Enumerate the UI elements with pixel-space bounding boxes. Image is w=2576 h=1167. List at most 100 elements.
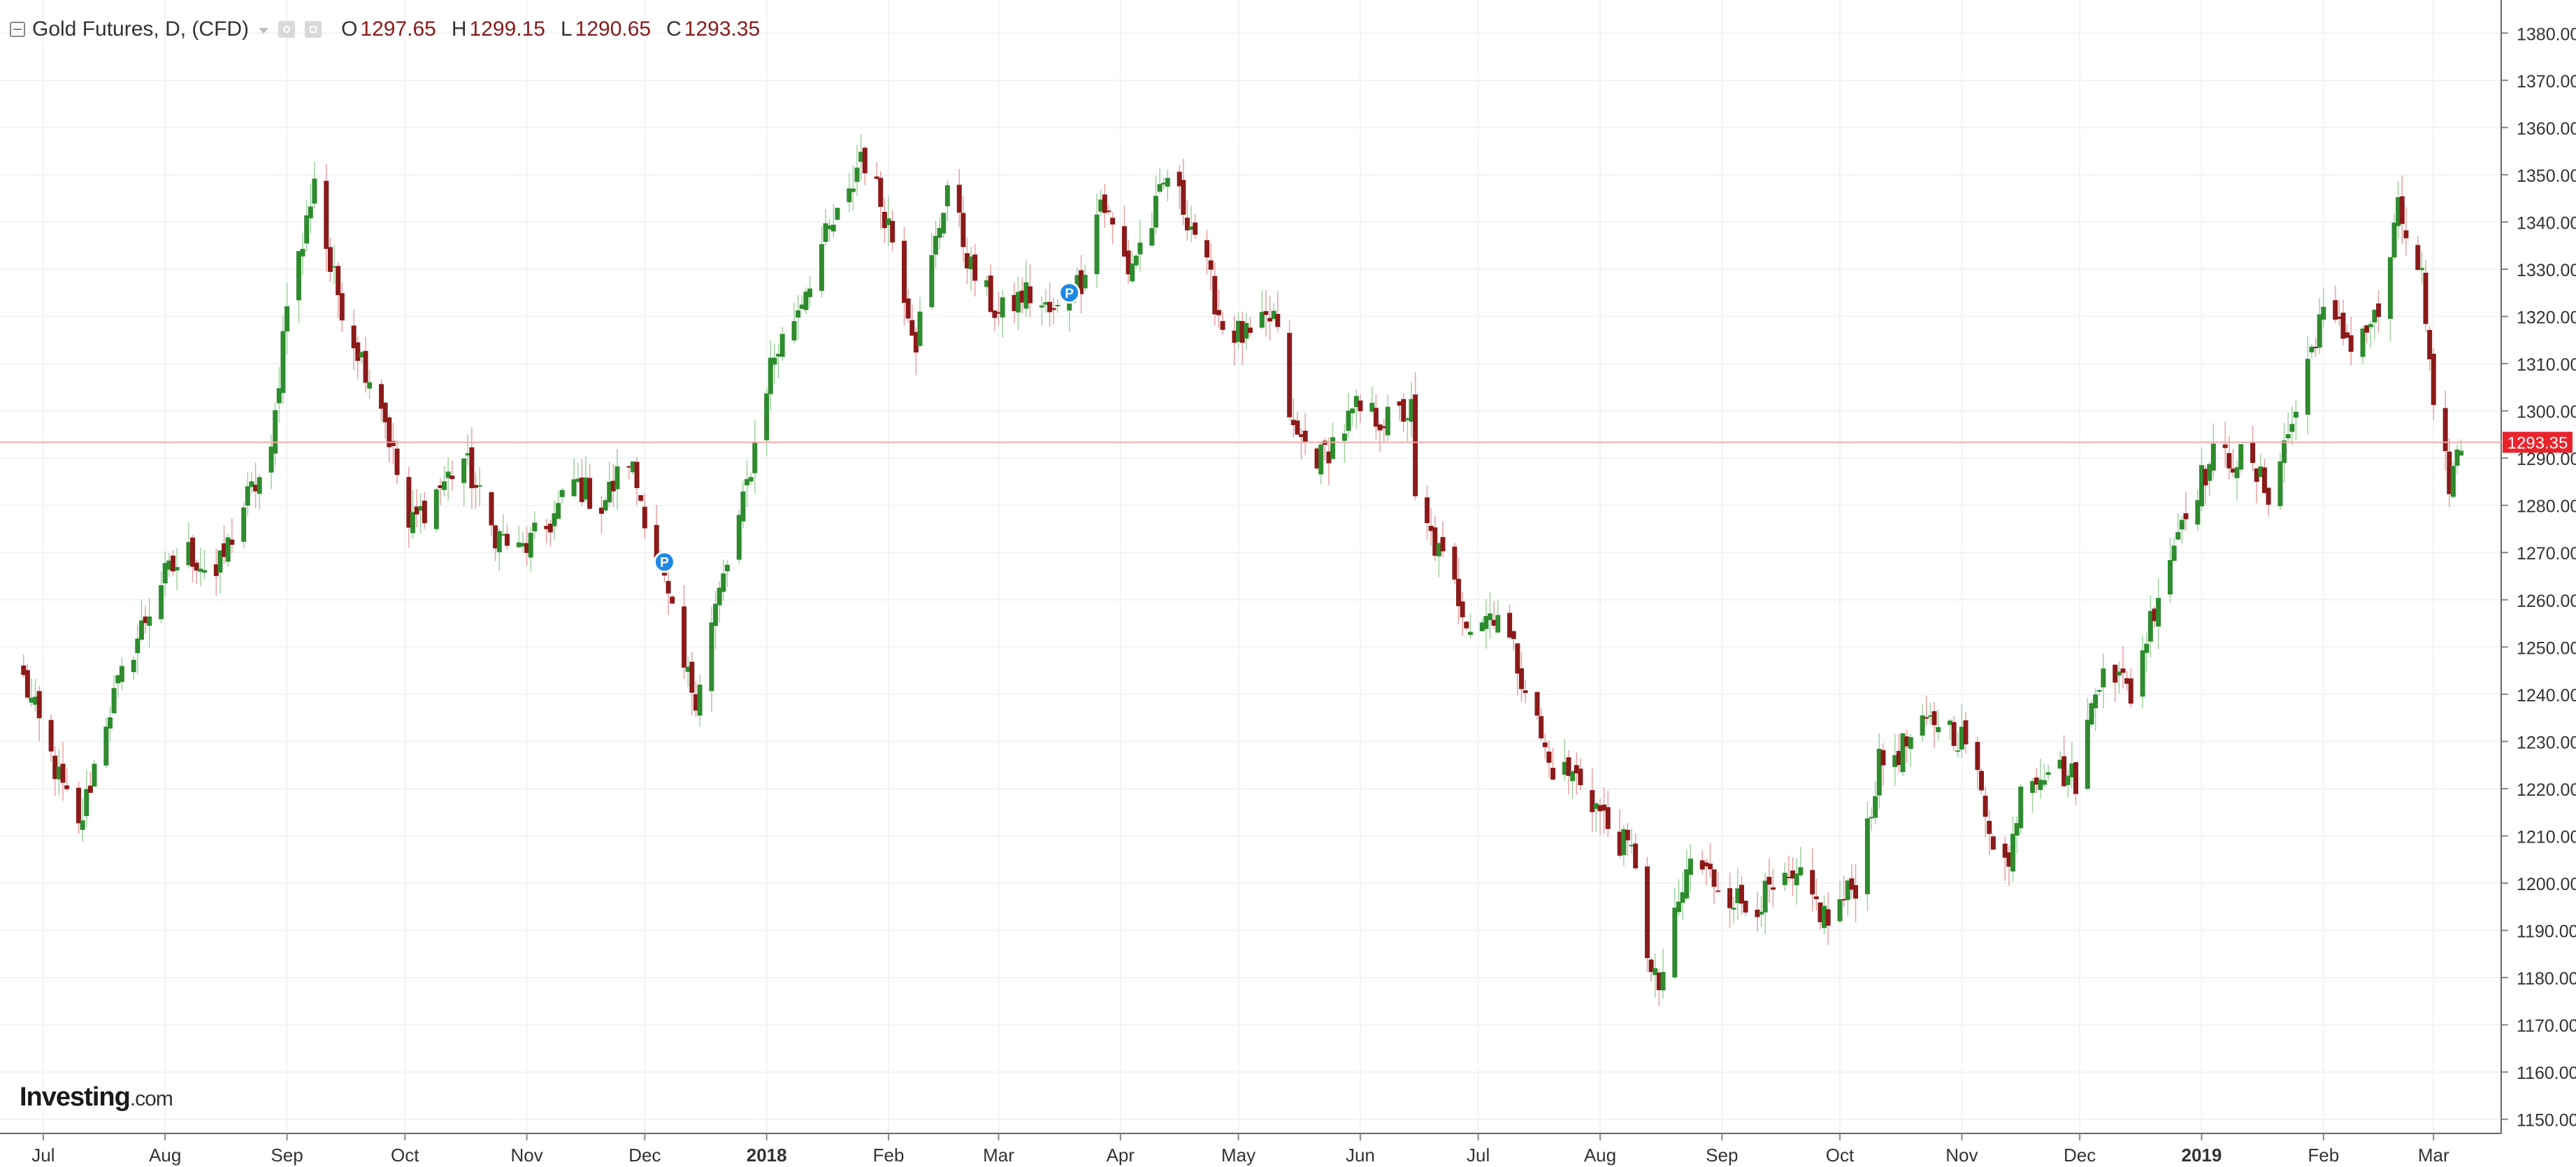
candle-body (1959, 726, 1964, 750)
candle-body (1290, 420, 1296, 425)
candle-body (575, 478, 581, 482)
candle-body (249, 481, 254, 487)
candle-body (1267, 317, 1273, 322)
candle-body (1373, 408, 1379, 427)
candle-body (1137, 242, 1143, 255)
candle-body (190, 537, 196, 567)
y-tick-label: 1200.00 (2517, 875, 2576, 894)
candle-body (854, 167, 860, 182)
gear-icon[interactable] (305, 21, 322, 38)
candle-body (103, 726, 109, 766)
candle-body (1813, 896, 1819, 899)
candle-body (2403, 230, 2409, 238)
candle-body (2396, 197, 2401, 227)
candle-body (1397, 401, 1402, 406)
candle-body (2014, 823, 2020, 836)
candle-body (988, 275, 993, 313)
candle-body (532, 522, 538, 531)
candle-body (2226, 453, 2232, 468)
y-tick-label: 1350.00 (2517, 166, 2576, 186)
candle-body (721, 573, 726, 592)
candle-body (1425, 497, 1430, 524)
candle-body (162, 563, 168, 584)
candle-body (1456, 578, 1462, 606)
candle-body (1794, 873, 1799, 886)
candle-body (186, 542, 192, 566)
candle-body (960, 213, 966, 248)
candle-body (2089, 703, 2094, 725)
candle-body (516, 542, 521, 547)
candle-body (2266, 487, 2271, 505)
collapse-icon[interactable] (10, 22, 25, 37)
x-tick-label: Sep (271, 1145, 303, 1166)
candle-body (552, 513, 557, 527)
candle-body (489, 492, 494, 526)
candle-body (1707, 864, 1713, 870)
candle-body (174, 566, 180, 571)
candle-body (2454, 449, 2460, 466)
candle-body (685, 666, 691, 672)
candle-body (614, 466, 620, 489)
candle-body (131, 659, 136, 673)
candle-body (387, 417, 392, 448)
candle-body (1161, 182, 1167, 185)
candle-body (1165, 178, 1170, 187)
candle-body (390, 441, 396, 446)
y-tick-label: 1210.00 (2517, 827, 2576, 847)
candle-body (222, 543, 227, 557)
y-tick-label: 1150.00 (2517, 1111, 2576, 1131)
candle-body (874, 176, 879, 179)
candle-body (285, 306, 290, 332)
x-tick-label: Dec (2064, 1145, 2096, 1166)
candle-body (1743, 901, 1748, 913)
eye-icon[interactable] (278, 21, 296, 38)
candle-body (2030, 781, 2036, 793)
candle-body (1027, 286, 1032, 303)
candle-body (442, 481, 447, 490)
candle-body (1621, 829, 1627, 855)
y-tick-label: 1360.00 (2517, 119, 2576, 138)
candle-body (693, 694, 698, 711)
candle-body (1770, 887, 1776, 890)
candle-body (2285, 434, 2291, 438)
candle-body (469, 447, 475, 489)
candle-body (418, 506, 424, 511)
candle-body (84, 789, 89, 817)
candle-body (913, 331, 919, 353)
candle-body (1082, 275, 1088, 289)
candle-body (2391, 222, 2397, 258)
candle-body (1578, 768, 1583, 785)
x-tick-label: 2018 (747, 1145, 787, 1166)
candle-body (1133, 255, 1139, 266)
y-tick-label: 1270.00 (2517, 544, 2576, 564)
candle-body (1948, 720, 1953, 725)
candle-body (280, 331, 286, 393)
candle-body (1837, 898, 1843, 922)
candle-body (850, 188, 856, 192)
candle-body (2093, 694, 2099, 708)
x-tick-label: Aug (1584, 1145, 1616, 1166)
candle-body (2442, 408, 2448, 452)
chevron-down-icon[interactable] (259, 28, 269, 34)
candle-body (1381, 426, 1387, 429)
candle-body (355, 342, 361, 361)
candle-body (1051, 308, 1056, 310)
candle-body (1460, 601, 1465, 617)
candle-body (170, 555, 175, 572)
candle-body (1908, 737, 1913, 749)
candle-body (995, 312, 1001, 314)
candle-body (779, 334, 785, 357)
candle-body (803, 292, 809, 310)
candle-body (1660, 972, 1666, 991)
candle-body (1259, 312, 1265, 328)
candle-body (1247, 327, 1253, 334)
candle-body (410, 512, 416, 534)
candle-body (2261, 467, 2267, 494)
candle-body (1488, 613, 1493, 620)
candle-body (414, 506, 419, 515)
candle-body (1271, 310, 1276, 320)
candle-body (1625, 829, 1630, 840)
candle-body (1731, 908, 1736, 910)
